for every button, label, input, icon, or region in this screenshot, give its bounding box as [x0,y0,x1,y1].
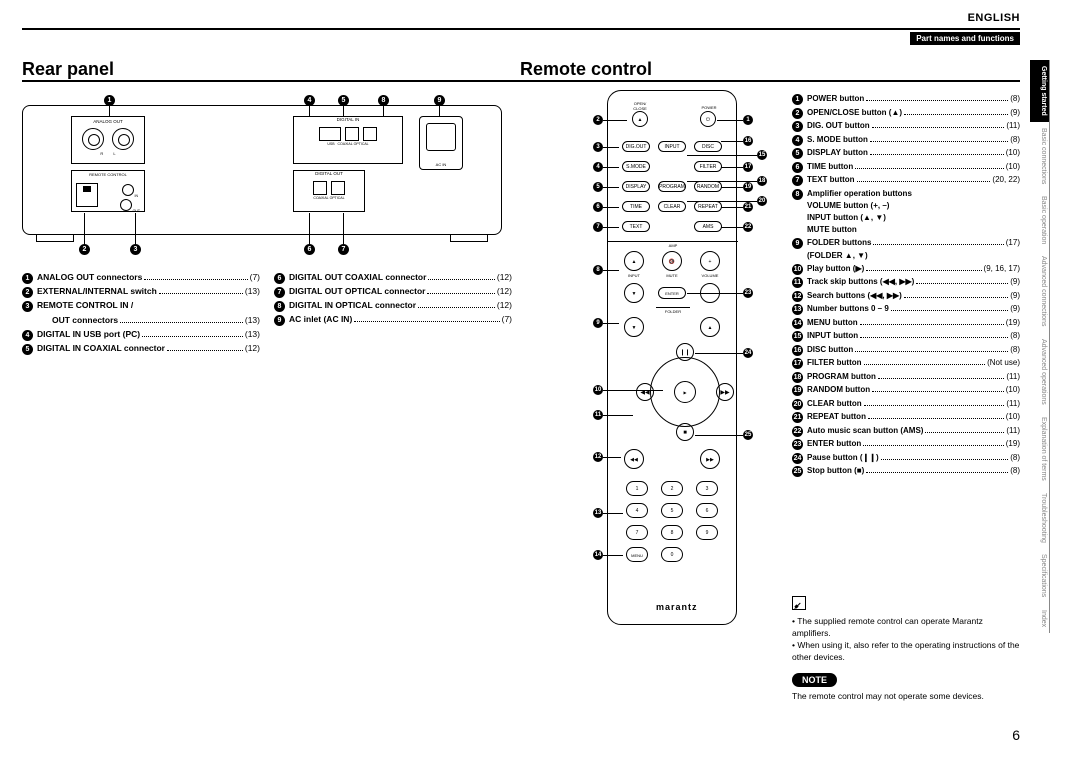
s-mode-button: S.MODE [622,161,650,172]
input-button: INPUT [658,141,686,152]
ac-in-box: AC IN [419,116,463,170]
analog-out-label: ANALOG OUT [72,117,144,124]
time-button: TIME [622,201,650,212]
callout-3: 3 [130,244,141,255]
side-tab: Index [1030,604,1050,633]
mute-button: 🔇 [662,251,682,271]
repeat-button: REPEAT [694,201,722,212]
side-tab: Advanced operations [1030,333,1050,411]
open-close-button: ▲ [632,111,648,127]
ac-in-label: AC IN [420,162,462,167]
num-8-button: 8 [661,525,683,540]
side-tab: Basic connections [1030,122,1050,190]
num-7-button: 7 [626,525,648,540]
language-label: ENGLISH [968,12,1020,24]
heading-rear-panel: Rear panel [22,58,520,80]
note-text: The remote control may not operate some … [792,690,1020,702]
num-1-button: 1 [626,481,648,496]
digital-out-label: DIGITAL OUT [294,171,364,176]
play-button: ▶ [674,381,696,403]
amp-enter-button: ENTER [658,287,686,299]
amp-down-button: ▼ [624,283,644,303]
search-back-button: ◀◀ [624,449,644,469]
num-4-button: 4 [626,503,648,518]
dig-out-button: DIG.OUT [622,141,650,152]
amp-up-button: ▲ [624,251,644,271]
notes-section: The supplied remote control can operate … [792,596,1020,702]
search-fwd-button: ▶▶ [700,449,720,469]
num-9-button: 9 [696,525,718,540]
remote-control-diagram: OPEN/ CLOSE ▲ POWER ⏻ DIG.OUT INPUT DISC… [595,90,765,630]
analog-out-box: ANALOG OUT R L [71,116,145,164]
folder-down-button: ▲ [700,317,720,337]
prev-button: ◀◀ [636,383,654,401]
dpad: ❙❙ ◀◀ ▶▶ ■ ▶ [636,343,734,441]
digital-in-box: DIGITAL IN USB COAXIAL OPTICAL [293,116,403,164]
callout-2: 2 [79,244,90,255]
section-label: Part names and functions [910,32,1020,45]
filter-button: FILTER [694,161,722,172]
page-number: 6 [1012,727,1020,743]
num-6-button: 6 [696,503,718,518]
top-rule [22,28,1020,30]
rear-panel-diagram: ANALOG OUT R L REMOTE CONTROL IN OUT DIG… [22,95,502,250]
digital-out-box: DIGITAL OUT COAXIAL OPTICAL [293,170,365,212]
side-tab: Explanation of terms [1030,411,1050,487]
display-button: DISPLAY [622,181,650,192]
text-button: TEXT [622,221,650,232]
vol-up-button: + [700,251,720,271]
menu-button: MENU [626,547,648,562]
num-0-button: 0 [661,547,683,562]
side-tab: Getting started [1030,60,1050,122]
heading-remote-control: Remote control [520,58,1020,80]
num-5-button: 5 [661,503,683,518]
side-tabs: Getting startedBasic connectionsBasic op… [1030,60,1050,633]
remote-control-list: 1POWER button(8)2OPEN/CLOSE button (▲)(9… [792,92,1020,478]
ams-button: AMS [694,221,722,232]
num-2-button: 2 [661,481,683,496]
stop-button: ■ [676,423,694,441]
side-tab: Basic operation [1030,190,1050,250]
side-tab: Advanced connections [1030,250,1050,332]
heading-row: Rear panel Remote control [22,58,1020,82]
program-button: PROGRAM [658,181,686,192]
random-button: RANDOM [694,181,722,192]
side-tab: Troubleshooting [1030,487,1050,549]
disc-button: DISC [694,141,722,152]
rear-panel-list: 1ANALOG OUT connectors(7)2EXTERNAL/INTER… [22,270,512,355]
clear-button: CLEAR [658,201,686,212]
note-badge: NOTE [792,673,837,687]
page: ENGLISH Part names and functions Rear pa… [0,0,1080,763]
remote-control-box: REMOTE CONTROL IN OUT [71,170,145,212]
next-button: ▶▶ [716,383,734,401]
callout-6: 6 [304,244,315,255]
num-3-button: 3 [696,481,718,496]
callout-7: 7 [338,244,349,255]
folder-up-button: ▼ [624,317,644,337]
remote-control-label: REMOTE CONTROL [72,171,144,177]
remote-brand: marantz [656,602,698,612]
side-tab: Specifications [1030,548,1050,603]
info-icon [792,596,806,610]
pause-button: ❙❙ [676,343,694,361]
power-button: ⏻ [700,111,716,127]
digital-in-label: DIGITAL IN [294,117,402,122]
